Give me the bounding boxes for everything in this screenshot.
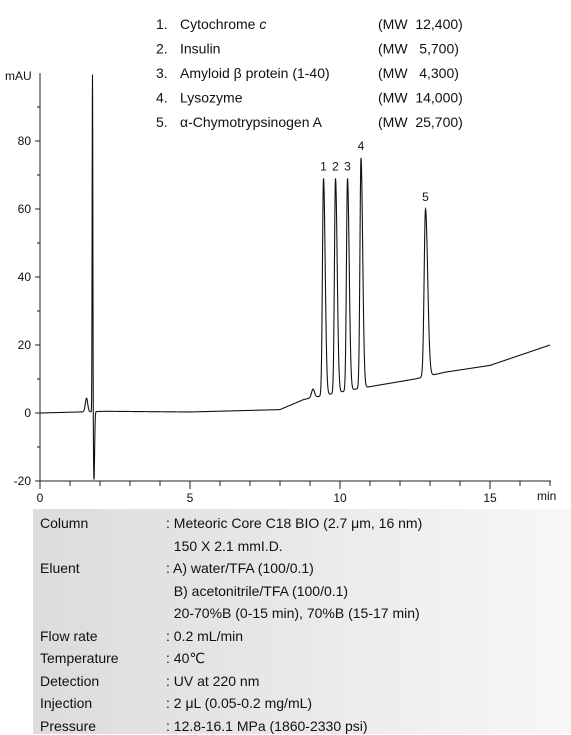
y-tick-label: -20	[14, 474, 32, 488]
condition-label: Flow rate	[40, 627, 98, 644]
y-axis-ticks: -20 0 20 40 60 80	[14, 106, 40, 488]
legend-compound-name: Amyloid β protein (1-40)	[180, 65, 330, 81]
legend-number: 4.	[156, 90, 168, 106]
legend-number: 5.	[156, 114, 168, 130]
x-axis-label: min	[537, 489, 556, 503]
legend-number: 3.	[156, 65, 168, 81]
legend-mw: (MW 4,300)	[378, 65, 459, 81]
condition-label: Temperature	[40, 650, 119, 666]
x-axis-ticks: 0 5 10 15	[37, 481, 551, 505]
x-tick-label: 15	[483, 491, 497, 505]
y-axis-label: mAU	[5, 69, 32, 83]
condition-value: : 2 μL (0.05-0.2 mg/mL)	[166, 695, 313, 711]
legend-number: 2.	[156, 41, 168, 57]
conditions-table: Column : Meteoric Core C18 BIO (2.7 μm, 1…	[33, 509, 571, 734]
legend-compound-text: Insulin	[180, 41, 220, 57]
condition-value: : UV at 220 nm	[166, 672, 260, 689]
x-tick-label: 10	[333, 491, 347, 505]
y-tick-label: 40	[18, 270, 32, 284]
condition-value: : Meteoric Core C18 BIO (2.7 μm, 16 nm)	[166, 515, 423, 531]
peak-label: 1	[320, 159, 327, 173]
legend-number: 1.	[156, 16, 168, 32]
legend-compound-name: α-Chymotrypsinogen A	[180, 114, 323, 130]
peak-labels: 1 2 34 5	[320, 139, 429, 204]
peak-label: 4	[358, 139, 365, 153]
x-tick-label: 0	[37, 491, 44, 505]
peak-label: 3	[344, 159, 351, 173]
condition-value: : 0.2 mL/min	[166, 627, 244, 644]
condition-value: : 40℃	[166, 650, 206, 666]
condition-value: 150 X 2.1 mmI.D.	[166, 537, 283, 554]
y-tick-label: 80	[18, 134, 32, 148]
chromatogram-chart: 1. Cytochrome c (MW 12,400) 2. Insulin (MW 5,…	[5, 16, 556, 505]
compound-legend: 1. Cytochrome c (MW 12,400) 2. Insulin (MW 5,…	[156, 16, 463, 130]
y-tick-label: 0	[24, 406, 31, 420]
condition-value: B) acetonitrile/TFA (100/0.1)	[166, 582, 349, 599]
condition-label: Pressure	[40, 717, 97, 734]
condition-label: Column	[40, 515, 89, 531]
legend-compound-italic: c	[259, 16, 266, 32]
legend-compound-name: Lysozyme	[180, 90, 243, 106]
legend-compound-text: Lysozyme	[180, 90, 243, 106]
legend-compound-name: Cytochrome c	[180, 16, 266, 32]
y-tick-label: 20	[18, 338, 32, 352]
condition-label: Eluent	[40, 560, 80, 576]
peak-label: 5	[422, 190, 429, 204]
legend-compound-name: Insulin	[180, 41, 220, 57]
legend-mw: (MW 25,700)	[378, 114, 463, 130]
legend-mw: (MW 12,400)	[378, 16, 463, 32]
legend-mw: (MW 14,000)	[378, 90, 463, 106]
condition-label: Detection	[40, 672, 100, 689]
condition-value: : A) water/TFA (100/0.1)	[166, 560, 314, 576]
chromatogram-trace	[40, 74, 551, 480]
condition-label: Injection	[40, 695, 93, 711]
y-tick-label: 60	[18, 202, 32, 216]
x-tick-label: 5	[187, 491, 194, 505]
legend-mw: (MW 5,700)	[378, 41, 459, 57]
legend-compound-text: α-Chymotrypsinogen A	[180, 114, 323, 130]
condition-value: : 12.8-16.1 MPa (1860-2330 psi)	[166, 717, 368, 734]
legend-compound-text: Amyloid β protein (1-40)	[180, 65, 330, 81]
condition-value: 20-70%B (0-15 min), 70%B (15-17 min)	[166, 605, 420, 621]
peak-label: 2	[332, 159, 339, 173]
legend-compound-text: Cytochrome	[180, 16, 259, 32]
